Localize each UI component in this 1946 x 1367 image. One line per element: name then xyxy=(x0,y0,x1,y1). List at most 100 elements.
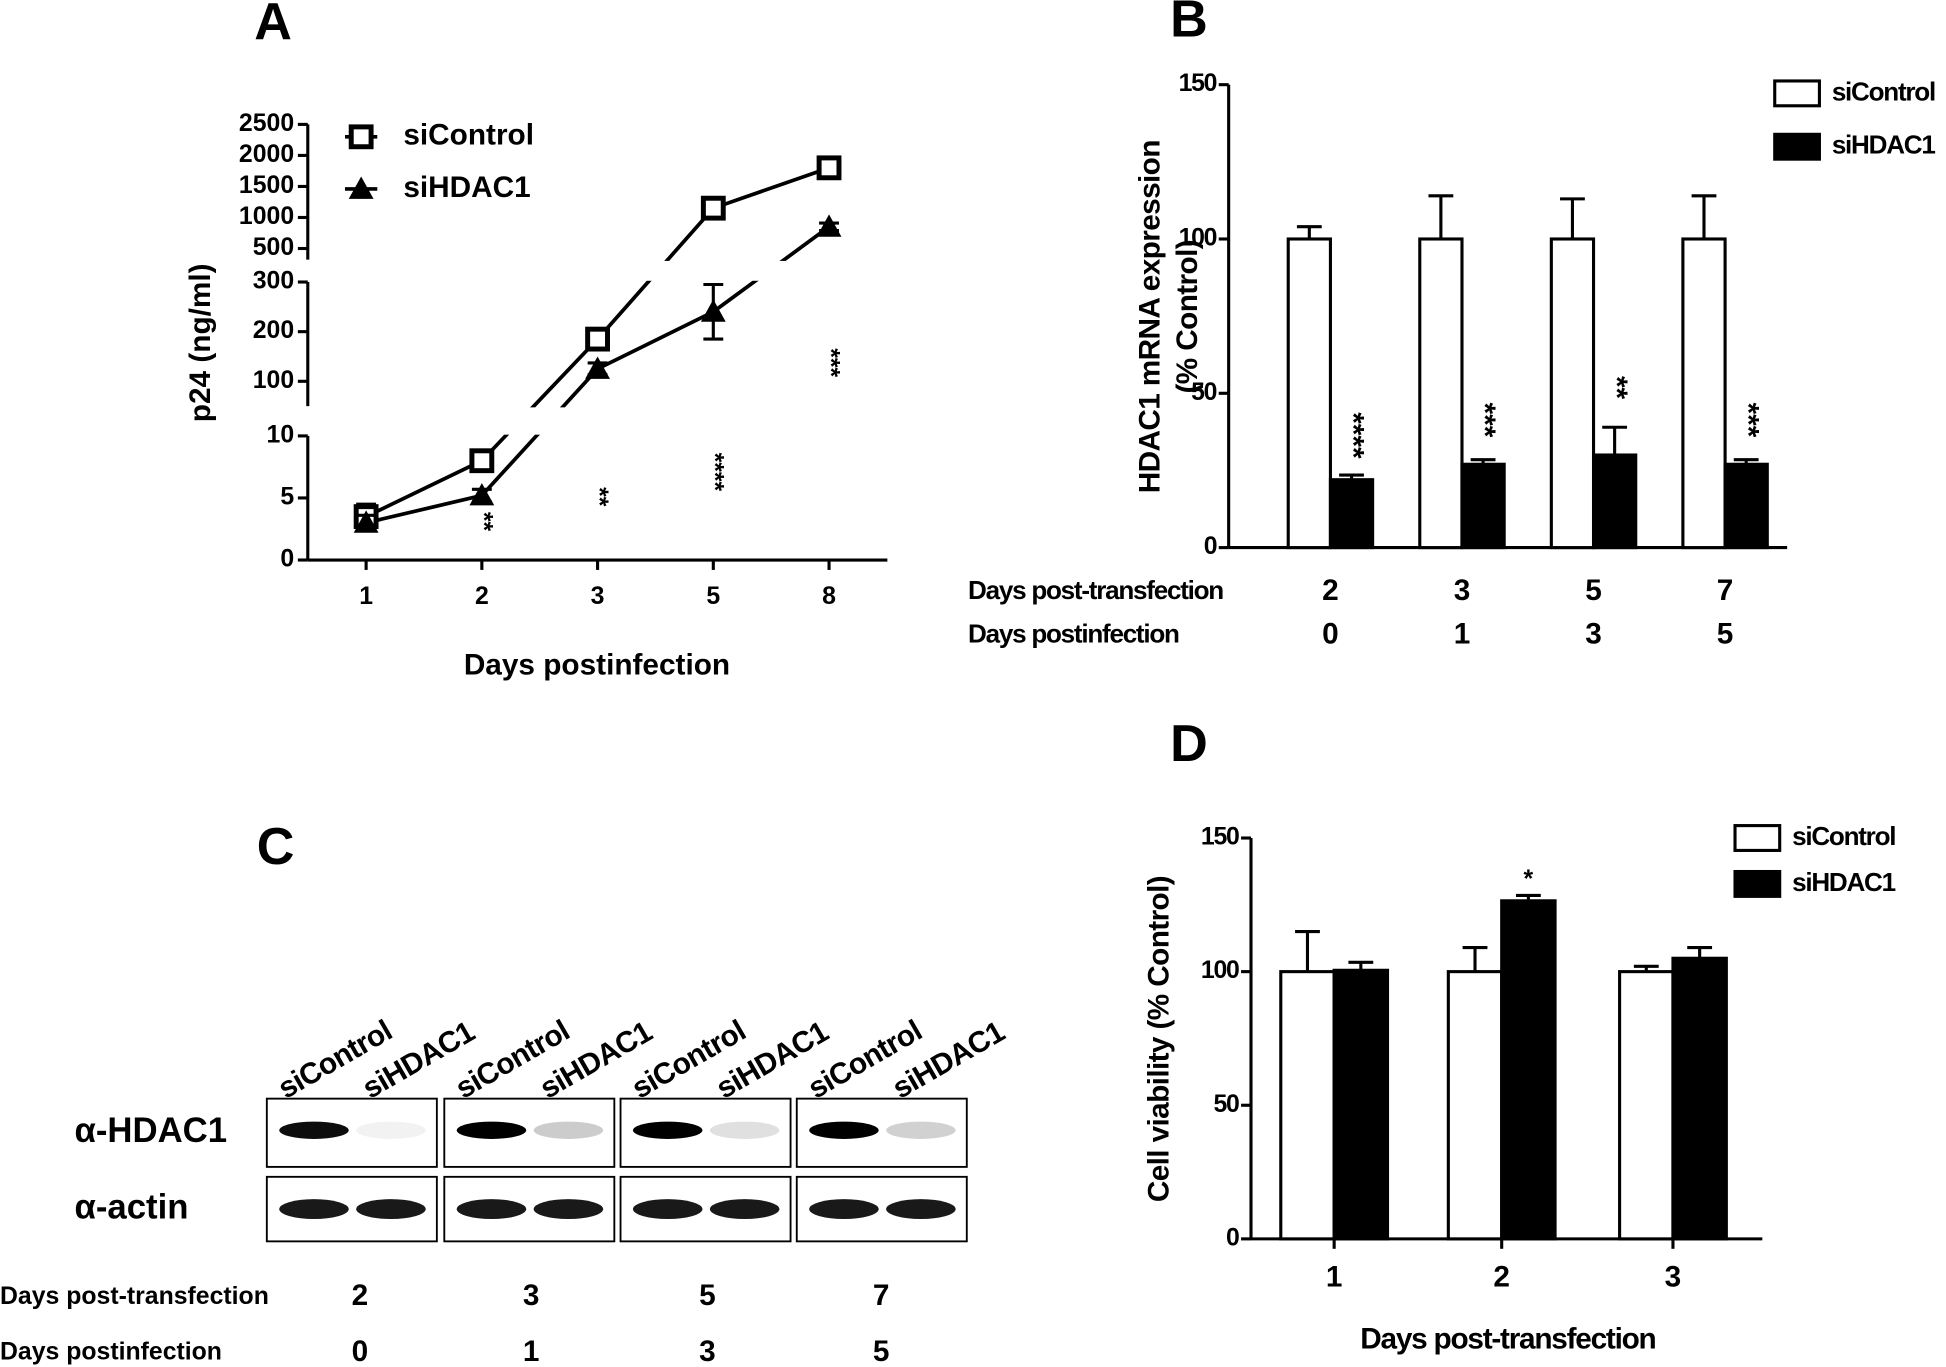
y-tick-label: 2000 xyxy=(239,141,294,168)
bar xyxy=(1591,453,1638,550)
y-tick-label: 5 xyxy=(280,484,294,511)
legend-label: siHDAC1 xyxy=(403,171,530,204)
y-tick-label: 0 xyxy=(1204,533,1217,560)
x-tick-label: 5 xyxy=(1585,574,1602,607)
marker xyxy=(585,356,610,379)
blot-band xyxy=(809,1199,879,1220)
error-bar xyxy=(1560,197,1585,239)
bar xyxy=(1446,970,1504,1241)
y-tick-label: 300 xyxy=(253,268,294,295)
y-tick-label: 150 xyxy=(1201,824,1239,851)
y-tick-label: 50 xyxy=(1191,379,1217,406)
y-axis-title: (% Control) xyxy=(1171,240,1204,394)
significance: *** xyxy=(1731,403,1764,438)
y-tick-label: 1500 xyxy=(239,172,294,199)
bar xyxy=(1286,237,1332,550)
row-label: α-actin xyxy=(74,1188,188,1226)
bar xyxy=(1328,478,1375,550)
y-tick-label: 500 xyxy=(253,234,294,261)
day-label: 1 xyxy=(523,1335,540,1367)
significance: **** xyxy=(701,453,728,492)
y-tick-label: 100 xyxy=(1179,225,1217,252)
y-tick-label: 1000 xyxy=(239,203,294,230)
x-tick-label: 8 xyxy=(822,583,836,610)
bar xyxy=(1549,237,1596,550)
legend-swatch xyxy=(1733,869,1782,898)
legend-swatch xyxy=(1733,824,1782,852)
y-tick-label: 2500 xyxy=(239,110,294,137)
blot-band xyxy=(886,1199,956,1220)
panel-label: D xyxy=(1170,715,1208,773)
legend-swatch xyxy=(1773,132,1821,161)
y-axis-title: p24 (ng/ml) xyxy=(184,263,217,422)
significance: ** xyxy=(469,512,496,532)
bar xyxy=(1618,970,1675,1241)
y-tick-label: 0 xyxy=(280,546,294,573)
bar xyxy=(1332,968,1390,1241)
x-tick-label: 2 xyxy=(475,583,489,610)
marker xyxy=(816,214,842,237)
marker xyxy=(348,176,374,199)
x-tick-label: 3 xyxy=(1585,618,1602,651)
error-bar xyxy=(1462,946,1488,972)
x-tick-label: 2 xyxy=(1322,574,1339,607)
bar xyxy=(1500,899,1557,1241)
axis-break-gap xyxy=(311,407,892,435)
error-bar xyxy=(1687,946,1713,959)
x-tick-label: 7 xyxy=(1717,574,1734,607)
blot-band xyxy=(356,1121,426,1139)
x-tick-label: 3 xyxy=(1454,574,1471,607)
blot-band xyxy=(279,1199,349,1220)
axis-break-gap xyxy=(311,260,892,281)
x-row-title: Days post-transfection xyxy=(968,575,1223,605)
row-title: Days postinfection xyxy=(0,1339,222,1366)
x-tick-label: 1 xyxy=(1454,618,1471,651)
bar xyxy=(1681,237,1727,550)
x-axis-title: Days post-transfection xyxy=(1360,1323,1655,1356)
y-tick-label: 100 xyxy=(1201,957,1239,984)
blot-band xyxy=(709,1199,780,1220)
x-tick-label: 0 xyxy=(1322,618,1339,651)
x-tick-label: 3 xyxy=(591,583,605,610)
y-tick-label: 0 xyxy=(1226,1224,1239,1251)
day-label: 3 xyxy=(699,1335,716,1367)
blot-band xyxy=(632,1199,703,1220)
x-tick-label: 1 xyxy=(1326,1260,1343,1293)
error-bar xyxy=(1296,225,1322,239)
legend-label: siHDAC1 xyxy=(1792,867,1896,897)
panel-label: C xyxy=(257,818,295,876)
bar xyxy=(1418,237,1464,550)
y-tick-label: 50 xyxy=(1213,1091,1239,1118)
marker xyxy=(348,124,374,150)
x-tick-label: 5 xyxy=(706,583,720,610)
row-label: α-HDAC1 xyxy=(74,1112,227,1150)
blot-band xyxy=(279,1121,349,1139)
day-label: 5 xyxy=(873,1335,890,1367)
x-row-title: Days postinfection xyxy=(968,619,1179,649)
day-label: 7 xyxy=(873,1279,890,1312)
x-tick-label: 3 xyxy=(1665,1260,1682,1293)
error-bar xyxy=(1295,929,1320,972)
significance: * xyxy=(1524,866,1534,893)
significance: ** xyxy=(585,487,612,507)
significance: ** xyxy=(1600,376,1633,400)
blot-band xyxy=(456,1199,527,1220)
bar xyxy=(1279,970,1336,1241)
day-label: 5 xyxy=(699,1279,716,1312)
blot-band xyxy=(456,1121,527,1139)
significance: **** xyxy=(1337,412,1370,459)
y-tick-label: 200 xyxy=(253,317,294,344)
legend-label: siControl xyxy=(1792,821,1895,851)
legend-label: siControl xyxy=(403,119,534,152)
x-tick-label: 2 xyxy=(1493,1260,1510,1293)
day-label: 3 xyxy=(523,1279,540,1312)
y-tick-label: 10 xyxy=(267,421,295,448)
significance: *** xyxy=(816,348,843,377)
legend-label: siControl xyxy=(1832,76,1935,106)
error-bar xyxy=(1602,425,1628,456)
significance: *** xyxy=(1468,403,1501,438)
bar xyxy=(1723,462,1769,550)
marker xyxy=(585,326,610,352)
marker xyxy=(700,299,726,322)
